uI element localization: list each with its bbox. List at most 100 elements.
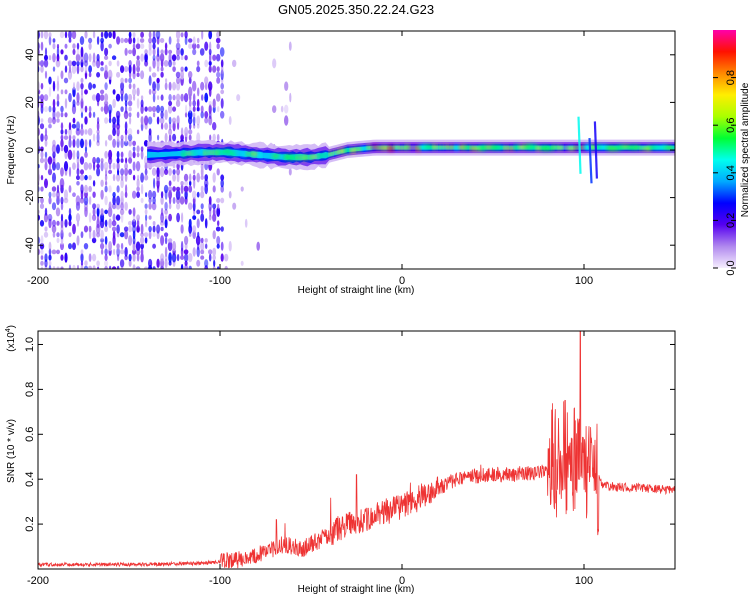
snr-x-axis-title: Height of straight line (km) xyxy=(298,584,415,595)
spectrogram-noise-cell xyxy=(135,241,141,251)
spectrogram-noise-cell xyxy=(187,110,193,120)
spectrogram-noise-cell xyxy=(92,229,96,240)
spectrogram-noise-cell xyxy=(152,81,157,92)
spectrogram-noise-cell xyxy=(108,265,112,269)
spectrogram-noise-cell xyxy=(136,218,140,229)
spectrogram-noise-cell xyxy=(148,31,152,39)
spectrogram-noise-cell xyxy=(140,197,144,204)
spectrogram-noise-cell xyxy=(168,252,172,263)
spectrogram-noise-cell xyxy=(156,224,161,234)
spectrogram-noise-cell xyxy=(201,31,204,40)
spectrogram-noise-cell xyxy=(80,169,84,175)
spectrogram-noise-cell xyxy=(172,133,177,142)
spectrogram-ridge-blob xyxy=(447,145,455,149)
spectrogram-noise-cell xyxy=(220,59,224,68)
colorbar: 0.0 0.2 0.4 0.6 0.8 Normalized spectral ampl… xyxy=(713,30,750,276)
spectrogram-noise-cell xyxy=(43,94,49,102)
spectrogram-noise-cell xyxy=(52,105,56,113)
spectrogram-noise-cell xyxy=(168,100,173,107)
spectrogram-ridge-blob xyxy=(514,144,520,150)
spectrogram-noise-cell xyxy=(180,224,184,234)
spectrogram-noise-cell xyxy=(48,32,52,38)
spectrogram-noise-cell xyxy=(152,36,157,45)
spectrogram-noise-cell xyxy=(217,106,220,113)
spectrogram-noise-cell xyxy=(64,112,68,118)
spectrogram-noise-cell xyxy=(60,112,64,118)
spectrogram-noise-cell xyxy=(52,98,56,108)
spectrogram-noise-cell xyxy=(200,249,205,255)
spectrogram-noise-cell xyxy=(108,43,112,49)
spectrogram-ridge-blob xyxy=(181,151,186,157)
spectrogram-ridge-blob xyxy=(595,144,602,149)
spectrogram-noise-cell xyxy=(172,186,176,192)
spectrogram-noise-cell xyxy=(44,226,48,232)
spectrogram-noise-cell xyxy=(208,31,213,40)
spectrogram-noise-cell xyxy=(220,82,224,90)
spectrogram-noise-cell xyxy=(120,168,125,176)
spectrogram-noise-cell xyxy=(63,197,69,204)
spectrogram-noise-cell xyxy=(92,83,96,89)
spectrogram-noise-cell xyxy=(157,95,160,100)
spectrogram-noise-cell xyxy=(132,174,136,181)
spectrogram-noise-cell xyxy=(92,180,96,187)
spectrogram-noise-cell xyxy=(176,254,180,262)
spectrogram-noise-cell xyxy=(188,129,193,135)
spectrogram-noise-cell xyxy=(232,202,237,210)
spectrogram-noise-cell xyxy=(88,230,92,239)
spectrogram-noise-cell xyxy=(72,162,76,170)
spectrogram-noise-cell xyxy=(204,179,209,188)
spectrogram-noise-cell xyxy=(88,65,92,73)
spectrogram-noise-cell xyxy=(157,46,160,58)
spectrogram-ridge-blob xyxy=(300,154,307,161)
spectrogram-noise-cell xyxy=(176,77,181,84)
spectrogram-noise-cell xyxy=(152,112,156,118)
spectrogram-noise-cell xyxy=(112,98,116,109)
spectrogram-noise-cell xyxy=(44,157,48,164)
spectrogram-noise-cell xyxy=(148,258,153,268)
spectrogram-noise-cell xyxy=(60,266,64,269)
spectrogram-noise-cell xyxy=(84,89,88,95)
spectrogram-noise-cell xyxy=(200,255,205,260)
spectrogram-noise-cell xyxy=(159,117,165,124)
spectrogram-noise-cell xyxy=(204,238,208,243)
spectrogram-noise-cell xyxy=(76,168,80,176)
spectrogram-noise-cell xyxy=(38,60,41,66)
spectrogram-noise-cell xyxy=(68,185,72,193)
spectrogram-ridge-blob xyxy=(388,145,395,151)
spectrogram-noise-cell xyxy=(188,104,192,114)
spectrogram-noise-cell xyxy=(208,196,212,205)
spectrogram-noise-cell xyxy=(176,47,181,57)
spectrogram-noise-cell xyxy=(128,64,132,74)
spectrogram-noise-cell xyxy=(84,191,88,199)
spectrogram-noise-cell xyxy=(171,54,177,62)
spectrogram-noise-cell xyxy=(196,106,200,112)
spectrogram-noise-cell xyxy=(272,105,277,113)
spectrogram-noise-cell xyxy=(200,81,205,91)
spectrogram-noise-cell xyxy=(84,64,88,74)
spectrogram-noise-cell xyxy=(76,92,80,103)
spectrogram-noise-cell xyxy=(68,122,72,131)
spectrogram-noise-cell xyxy=(52,80,56,92)
spectrogram-noise-cell xyxy=(208,214,212,221)
spectrogram-noise-cell xyxy=(212,230,216,240)
spectrogram-noise-cell xyxy=(132,264,136,269)
spectrogram-y-tick-label: 0 xyxy=(24,147,36,153)
spectrogram-noise-cell xyxy=(181,212,184,223)
spectrogram-noise-cell xyxy=(136,98,140,109)
spectrogram-noise-cell xyxy=(79,197,85,204)
spectrogram-noise-cell xyxy=(148,75,152,86)
spectrogram-noise-cell xyxy=(136,87,140,97)
spectrogram-noise-cell xyxy=(100,41,104,52)
spectrogram-noise-cell xyxy=(44,253,48,262)
spectrogram-noise-cell xyxy=(40,82,44,90)
spectrogram-ridge-blob xyxy=(535,146,542,151)
spectrogram-ridge-blob xyxy=(405,144,410,150)
spectrogram-noise-cell xyxy=(140,247,144,257)
spectrogram-noise-cell xyxy=(51,186,57,192)
spectrogram-noise-cell xyxy=(60,70,64,80)
spectrogram-noise-cell xyxy=(192,215,197,221)
spectrogram-ridge-blob xyxy=(632,145,641,150)
spectrogram-noise-cell xyxy=(88,42,92,50)
spectrogram-noise-cell xyxy=(152,58,156,69)
spectrogram-noise-cell xyxy=(193,115,196,126)
